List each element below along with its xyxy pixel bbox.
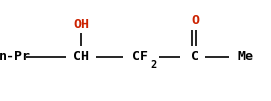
Text: 2: 2: [150, 60, 156, 70]
Text: CH: CH: [73, 50, 89, 63]
Text: CF: CF: [131, 50, 148, 63]
Text: OH: OH: [73, 18, 89, 31]
Text: O: O: [191, 14, 199, 27]
Text: Me: Me: [237, 50, 253, 63]
Text: n-Pr: n-Pr: [0, 50, 31, 63]
Text: C: C: [191, 50, 199, 63]
